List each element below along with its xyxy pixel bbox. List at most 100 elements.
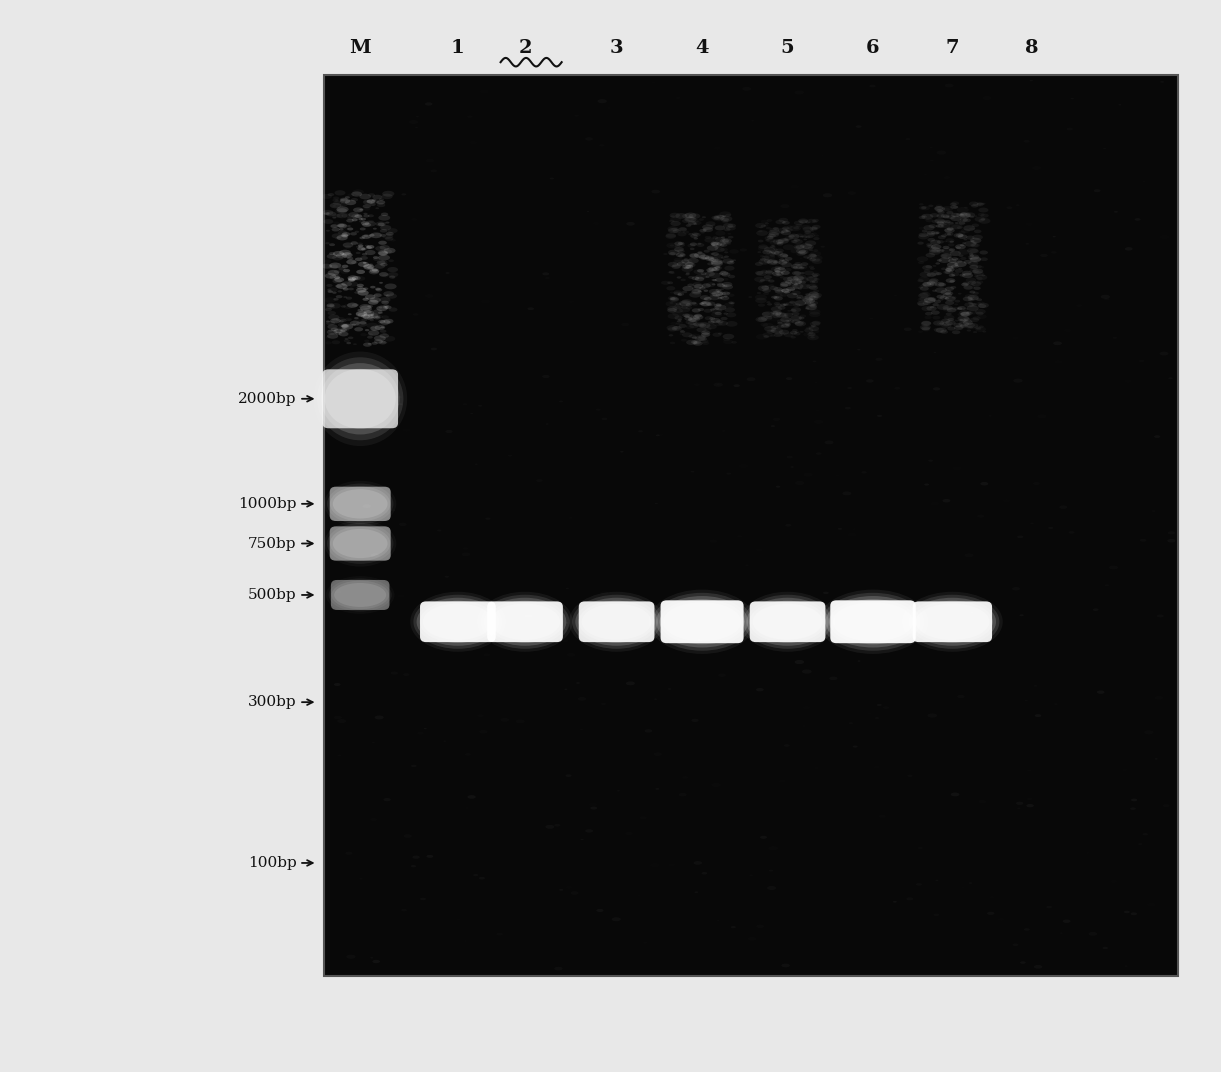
Ellipse shape [680,254,685,256]
Ellipse shape [921,326,930,330]
Ellipse shape [361,223,371,227]
Ellipse shape [358,262,369,267]
Ellipse shape [719,292,726,295]
Ellipse shape [696,243,705,247]
Ellipse shape [978,304,987,308]
Ellipse shape [689,316,700,322]
Ellipse shape [949,273,955,277]
Ellipse shape [656,596,748,647]
Ellipse shape [956,212,963,215]
Ellipse shape [698,323,711,328]
Ellipse shape [935,224,944,228]
Ellipse shape [386,295,389,297]
Ellipse shape [762,288,770,293]
Ellipse shape [928,297,937,301]
Ellipse shape [783,226,789,230]
Ellipse shape [374,339,383,344]
Ellipse shape [944,228,952,233]
Ellipse shape [360,227,366,230]
Ellipse shape [800,243,812,249]
Ellipse shape [355,252,360,254]
Ellipse shape [784,291,790,294]
Ellipse shape [722,218,729,221]
Ellipse shape [368,193,375,196]
Ellipse shape [335,284,342,287]
Ellipse shape [711,259,723,265]
Ellipse shape [706,276,709,278]
Ellipse shape [963,319,968,322]
Ellipse shape [769,286,778,291]
Ellipse shape [338,323,347,327]
Ellipse shape [785,319,789,322]
Ellipse shape [977,203,982,206]
Ellipse shape [792,303,801,307]
Ellipse shape [812,272,819,277]
Ellipse shape [703,309,712,313]
Ellipse shape [369,234,375,237]
Ellipse shape [805,308,810,310]
Ellipse shape [370,268,380,273]
Ellipse shape [792,329,797,331]
Ellipse shape [663,602,741,641]
Ellipse shape [781,270,790,274]
Ellipse shape [352,278,357,280]
Ellipse shape [709,258,717,262]
Ellipse shape [327,311,336,315]
Ellipse shape [960,213,971,219]
Ellipse shape [778,322,783,325]
Ellipse shape [808,296,818,300]
Ellipse shape [700,229,707,233]
Ellipse shape [950,286,956,288]
Ellipse shape [780,230,791,235]
Ellipse shape [930,213,939,218]
Ellipse shape [330,203,341,208]
Ellipse shape [709,317,716,319]
Ellipse shape [788,282,794,284]
Ellipse shape [347,302,358,308]
Ellipse shape [678,227,687,232]
Ellipse shape [783,254,789,257]
Ellipse shape [716,288,722,292]
Ellipse shape [946,266,954,269]
Ellipse shape [381,300,389,304]
Ellipse shape [700,301,711,306]
Ellipse shape [342,252,353,257]
Ellipse shape [960,273,966,277]
Ellipse shape [938,236,946,239]
Ellipse shape [354,214,363,218]
Ellipse shape [924,297,935,302]
Ellipse shape [700,286,706,289]
Ellipse shape [792,271,801,276]
Ellipse shape [383,306,388,309]
Ellipse shape [724,255,729,258]
Ellipse shape [778,260,788,265]
Ellipse shape [933,321,944,326]
Text: 3: 3 [609,40,624,57]
Ellipse shape [945,321,956,325]
Ellipse shape [935,263,940,265]
Ellipse shape [359,194,371,199]
Ellipse shape [939,257,950,263]
Ellipse shape [791,264,802,269]
Ellipse shape [937,304,949,310]
Ellipse shape [770,296,778,299]
Ellipse shape [788,293,799,298]
Ellipse shape [724,251,729,253]
Ellipse shape [317,357,403,441]
Ellipse shape [335,190,346,195]
Ellipse shape [382,191,394,196]
Ellipse shape [376,222,386,226]
Ellipse shape [912,600,993,643]
Ellipse shape [372,310,382,314]
Ellipse shape [372,227,377,229]
Ellipse shape [361,221,369,225]
Ellipse shape [805,302,810,304]
Ellipse shape [711,309,714,311]
Ellipse shape [968,281,976,285]
Ellipse shape [335,277,341,279]
Ellipse shape [972,235,983,240]
Ellipse shape [957,306,966,310]
Ellipse shape [702,301,707,304]
Ellipse shape [945,268,952,271]
Ellipse shape [758,258,770,265]
